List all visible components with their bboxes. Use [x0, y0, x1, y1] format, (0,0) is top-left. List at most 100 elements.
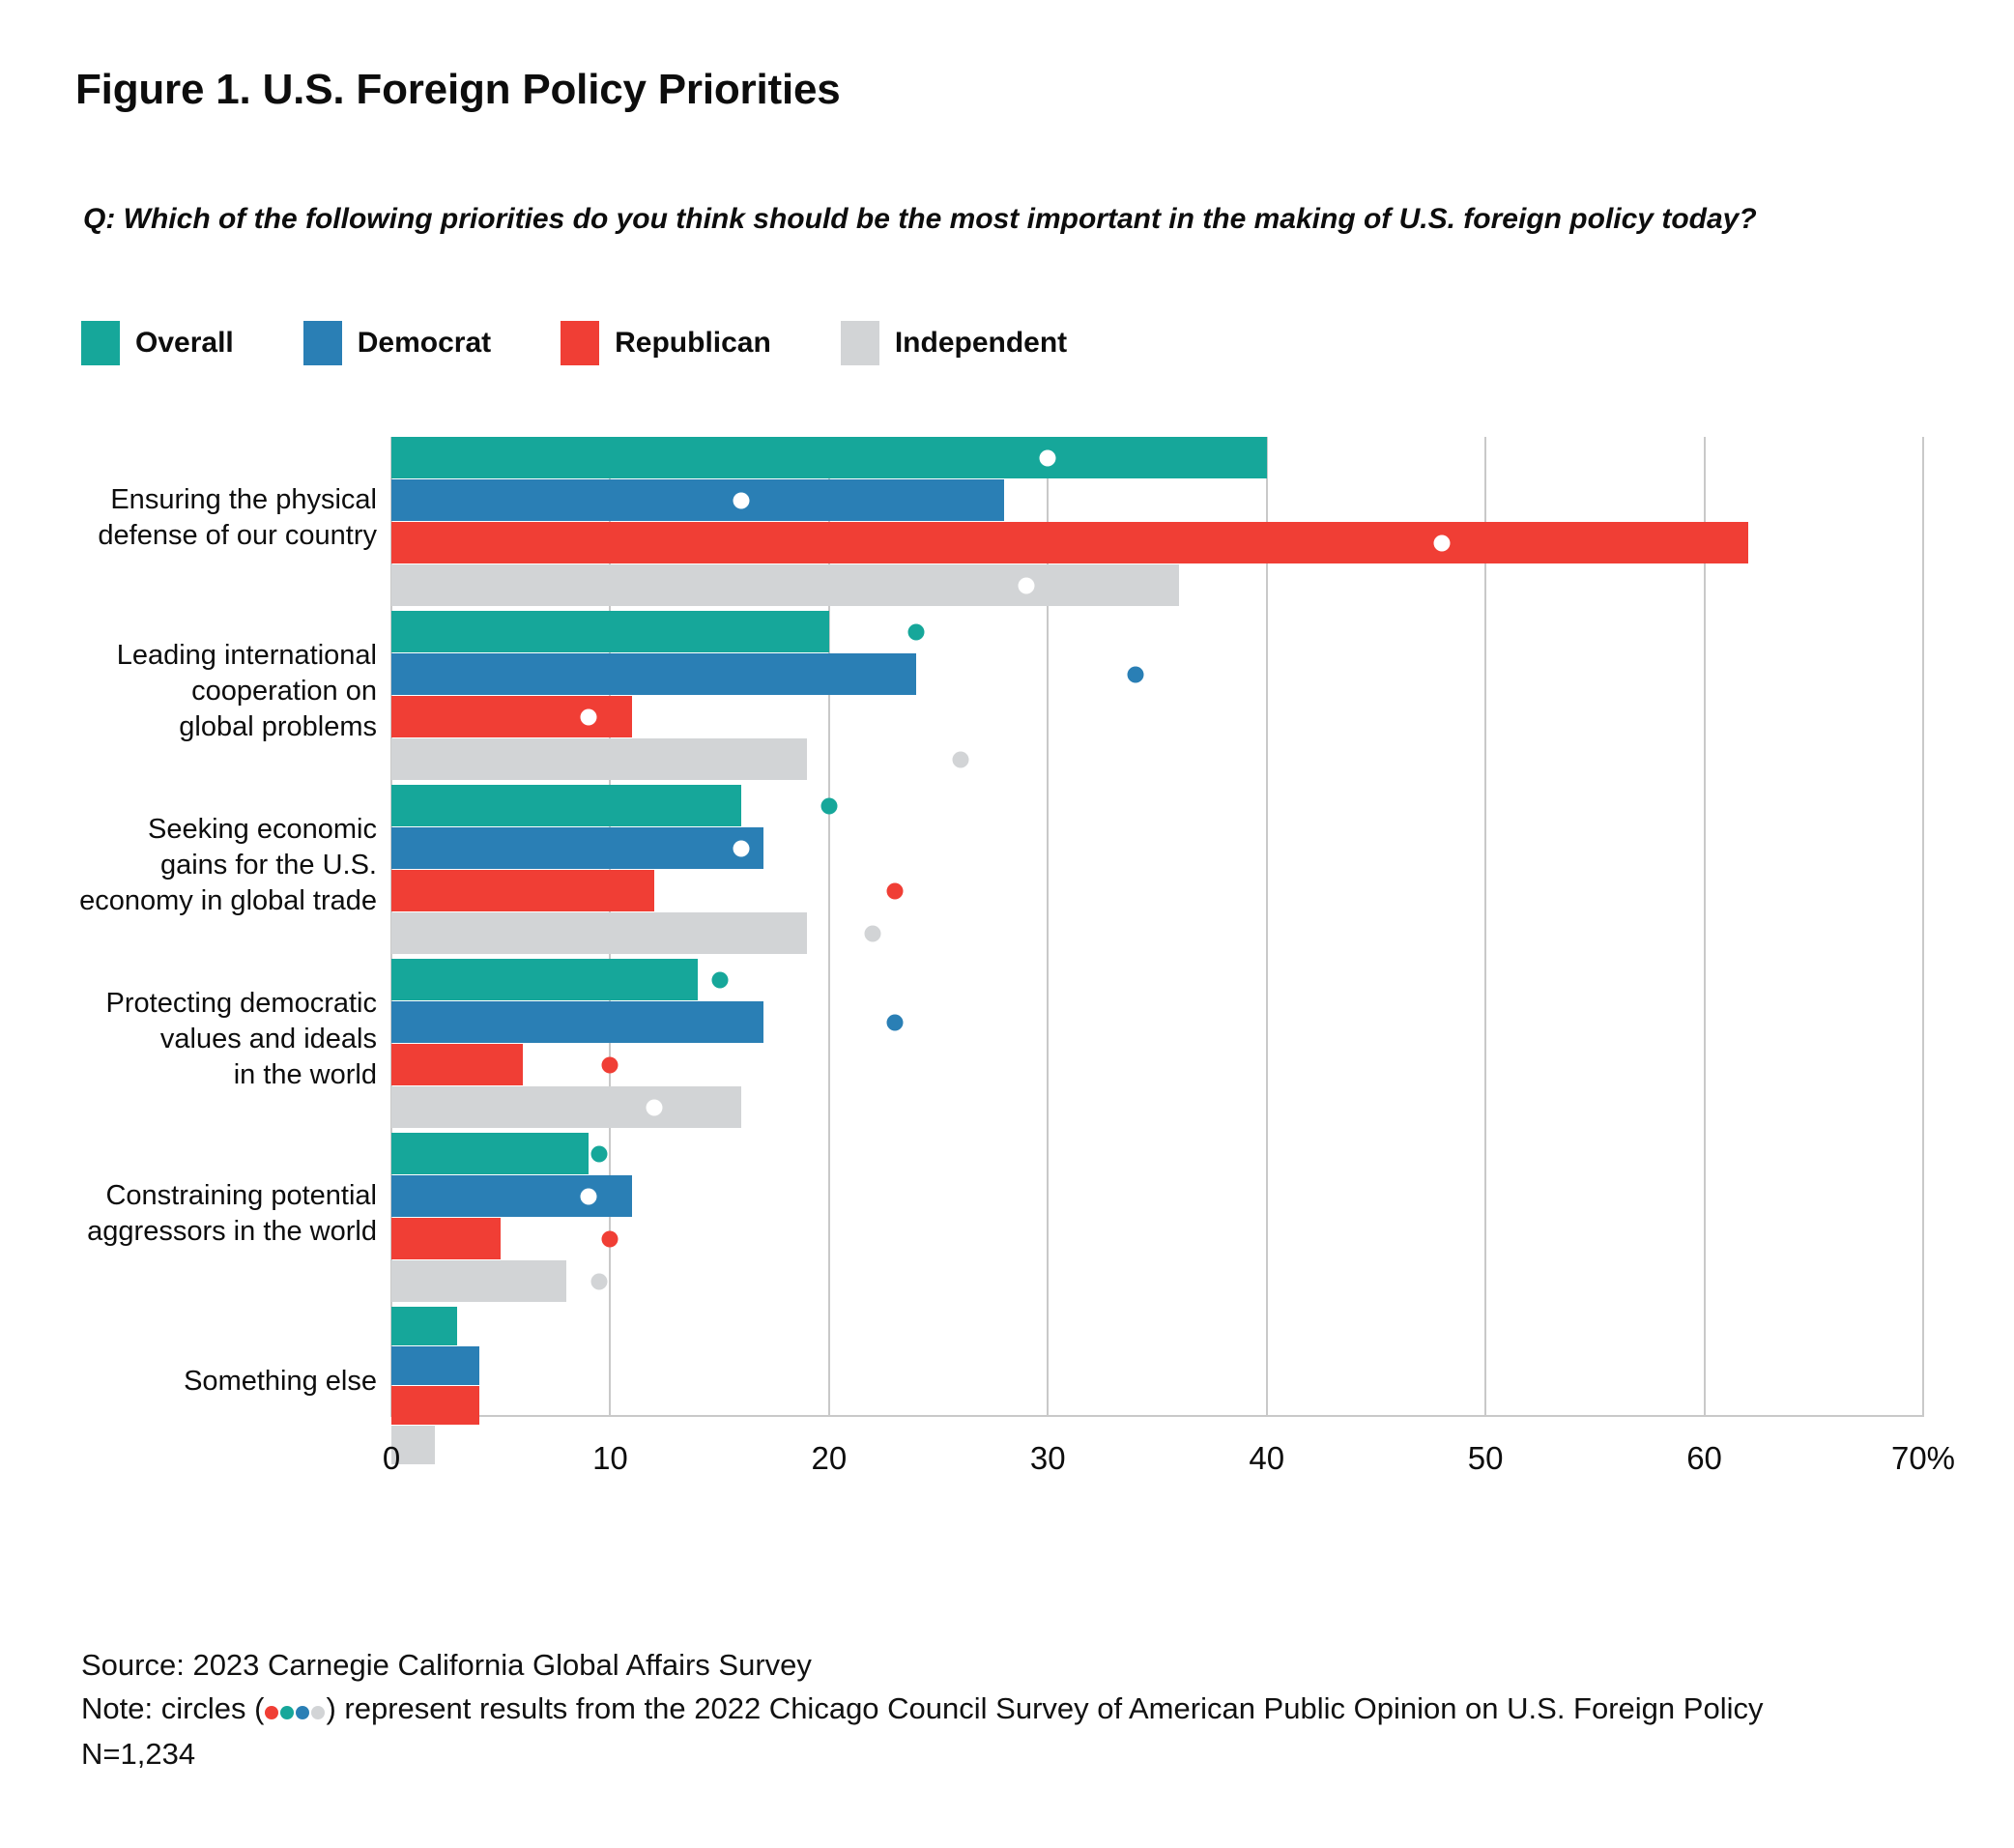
category-label: Leading international cooperation on globa…: [116, 640, 377, 742]
gridline-60: [1703, 437, 1706, 1417]
bar-republican[interactable]: [391, 1386, 479, 1425]
x-tick-label-40: 40: [1249, 1440, 1285, 1476]
bar-overall[interactable]: [391, 785, 742, 826]
bar-democrat[interactable]: [391, 479, 1004, 521]
category-label: Seeking economic gains for the U.S. econom…: [79, 814, 377, 916]
reference-dot-independent: [590, 1273, 608, 1289]
gridline-50: [1484, 437, 1487, 1417]
bar-democrat[interactable]: [391, 1001, 763, 1043]
reference-dot-republican: [886, 882, 904, 899]
category-label: Constraining potential aggressors in the …: [87, 1179, 377, 1247]
legend-swatch-icon: [840, 321, 879, 365]
bar-overall[interactable]: [391, 1307, 457, 1345]
reference-dot-overall: [711, 971, 729, 988]
bar-group: [391, 437, 1923, 606]
note-dot-icon: [265, 1706, 279, 1720]
reference-dot-independent: [952, 751, 969, 767]
legend-item-overall[interactable]: Overall: [81, 321, 234, 365]
legend-swatch-icon: [302, 321, 342, 365]
reference-dot-democrat: [580, 1188, 597, 1204]
gridline-30: [1047, 437, 1050, 1417]
reference-dot-democrat: [733, 492, 750, 508]
bar-democrat[interactable]: [391, 653, 917, 695]
reference-dot-overall: [590, 1145, 608, 1162]
bar-overall[interactable]: [391, 959, 698, 1000]
bar-democrat[interactable]: [391, 1346, 479, 1385]
legend-item-democrat[interactable]: Democrat: [302, 321, 492, 365]
note-dot-icon: [280, 1706, 295, 1720]
bar-independent[interactable]: [391, 738, 808, 780]
legend-label: Democrat: [357, 327, 492, 359]
bar-overall[interactable]: [391, 611, 829, 652]
bar-independent[interactable]: [391, 1426, 436, 1464]
page-title: Figure 1. U.S. Foreign Policy Priorities: [75, 66, 841, 113]
reference-dot-overall: [820, 797, 838, 814]
figure-footer: Source: 2023 Carnegie California Global …: [81, 1643, 1975, 1776]
note-dot-icon: [311, 1706, 326, 1720]
note-dot-icon: [296, 1706, 310, 1720]
bar-republican[interactable]: [391, 522, 1748, 563]
sample-size-line: N=1,234: [81, 1737, 196, 1772]
category-label: Protecting democratic values and ideals in…: [105, 988, 377, 1090]
legend-label: Independent: [894, 327, 1068, 359]
reference-dot-independent: [646, 1099, 663, 1115]
category-label: Something else: [184, 1366, 377, 1397]
bar-republican[interactable]: [391, 1044, 523, 1085]
x-tick-label-30: 30: [1029, 1440, 1066, 1476]
reference-dot-democrat: [1127, 666, 1144, 682]
reference-dot-democrat: [733, 840, 750, 856]
x-tick-label-70: 70%: [1890, 1440, 1956, 1476]
bar-overall[interactable]: [391, 1133, 589, 1174]
x-tick-label-50: 50: [1467, 1440, 1504, 1476]
gridline-20: [827, 437, 830, 1417]
bar-group: [391, 611, 1923, 780]
reference-dot-republican: [580, 708, 597, 725]
bar-group: [391, 1307, 1923, 1464]
bar-overall[interactable]: [391, 437, 1267, 478]
gridline-40: [1265, 437, 1268, 1417]
category-axis-labels: Ensuring the physical defense of our coun…: [0, 437, 377, 1417]
legend-spacer: [234, 343, 303, 344]
chart-legend: Overall Democrat Republican Independent: [81, 321, 1067, 365]
reference-dot-independent: [1018, 577, 1035, 593]
reference-dot-republican: [601, 1230, 619, 1247]
reference-dot-overall: [907, 623, 925, 640]
reference-dot-republican: [1433, 534, 1451, 551]
x-tick-label-20: 20: [811, 1440, 848, 1476]
reference-dot-democrat: [886, 1014, 904, 1030]
reference-dot-independent: [864, 925, 881, 941]
legend-spacer: [771, 343, 841, 344]
x-tick-label-0: 0: [382, 1440, 401, 1476]
legend-spacer: [491, 343, 561, 344]
source-line: Source: 2023 Carnegie California Global …: [81, 1648, 812, 1682]
legend-swatch-icon: [81, 321, 120, 365]
x-axis-tick-labels: 0 10 20 30 40 50 60 70%: [383, 1440, 1955, 1488]
legend-item-independent[interactable]: Independent: [840, 321, 1068, 365]
bar-republican[interactable]: [391, 870, 654, 911]
bar-democrat[interactable]: [391, 827, 763, 869]
survey-question: Q: Which of the following priorities do …: [83, 203, 1757, 235]
category-label: Ensuring the physical defense of our coun…: [98, 483, 377, 551]
note-line: Note: circles ( ) represent results from …: [81, 1687, 1975, 1732]
bar-group: [391, 785, 1923, 954]
note-text-after: ) represent results from the 2022 Chicag…: [326, 1691, 1764, 1725]
note-dot-swatches: [264, 1689, 326, 1732]
gridline-70: [1922, 437, 1924, 1417]
chart-plot-area: [390, 437, 1924, 1464]
bar-independent[interactable]: [391, 1260, 567, 1302]
legend-label: Overall: [135, 327, 234, 359]
x-tick-label-10: 10: [592, 1440, 628, 1476]
legend-item-republican[interactable]: Republican: [561, 321, 771, 365]
bar-independent[interactable]: [391, 564, 1180, 606]
bar-independent[interactable]: [391, 1086, 742, 1128]
bar-group: [391, 959, 1923, 1128]
bar-republican[interactable]: [391, 1218, 502, 1259]
note-text-before: Note: circles (: [81, 1691, 265, 1725]
bar-independent[interactable]: [391, 912, 808, 954]
x-axis-line: [391, 1415, 1923, 1417]
legend-swatch-icon: [561, 321, 600, 365]
bar-group: [391, 1133, 1923, 1302]
legend-label: Republican: [615, 327, 771, 359]
x-tick-label-60: 60: [1686, 1440, 1722, 1476]
